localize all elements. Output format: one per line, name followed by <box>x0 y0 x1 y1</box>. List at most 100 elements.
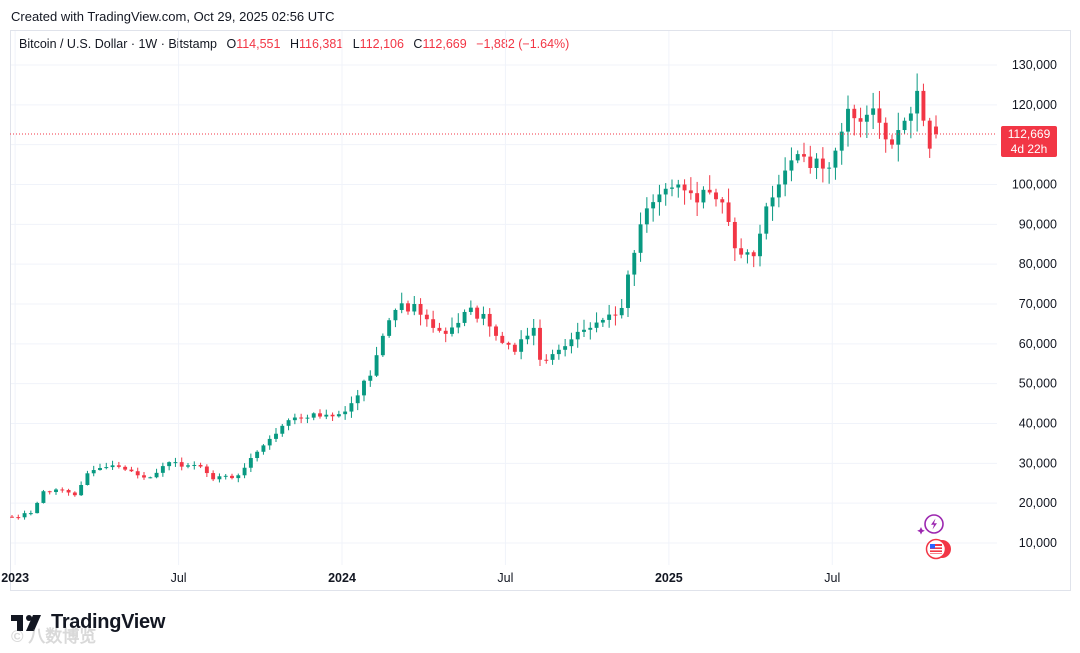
candle-body <box>676 184 681 188</box>
close-value: 112,669 <box>422 37 467 51</box>
candle-body <box>619 307 624 316</box>
candle-body <box>726 202 731 222</box>
candle-body <box>22 513 27 518</box>
candle-body <box>330 414 335 417</box>
candle-body <box>764 206 769 234</box>
y-tick-label: 50,000 <box>1019 377 1057 391</box>
candle-body <box>783 170 788 185</box>
candle-body <box>355 395 360 404</box>
candle-body <box>343 411 348 415</box>
candle-body <box>85 473 90 486</box>
candle-body <box>129 469 134 472</box>
candle-body <box>437 327 442 331</box>
candle-body <box>902 120 907 131</box>
x-tick-label: 2024 <box>328 571 356 585</box>
y-tick-label: 120,000 <box>1012 98 1057 112</box>
candle-body <box>116 465 121 467</box>
candle-body <box>852 108 857 119</box>
candle-body <box>701 189 706 203</box>
candle-body <box>607 314 612 320</box>
y-tick-label: 90,000 <box>1019 217 1057 231</box>
candle-body <box>443 330 448 334</box>
chart-frame <box>10 30 1071 591</box>
candle-body <box>651 202 656 209</box>
candle-body <box>632 252 637 275</box>
candle-body <box>890 139 894 145</box>
candle-body <box>575 331 580 340</box>
candle-body <box>751 252 756 257</box>
low-value: 112,106 <box>359 37 404 51</box>
candle-body <box>79 485 84 496</box>
candle-body <box>695 193 700 203</box>
candle-body <box>54 489 58 493</box>
candle-body <box>544 359 549 361</box>
candle-body <box>531 327 536 336</box>
y-tick-label: 60,000 <box>1019 337 1057 351</box>
candle-body <box>915 90 920 114</box>
candle-body <box>456 322 461 328</box>
symbol-legend: Bitcoin / U.S. Dollar · 1W · Bitstamp O1… <box>19 37 575 51</box>
high-value: 116,381 <box>298 37 344 51</box>
candle-body <box>871 108 876 115</box>
candle-body <box>311 413 316 418</box>
candle-body <box>41 491 46 503</box>
candle-body <box>808 156 813 168</box>
y-tick-label: 20,000 <box>1019 496 1057 510</box>
candle-body <box>657 194 662 203</box>
candle-body <box>28 513 33 515</box>
candle-body <box>688 190 693 194</box>
us-flag-event-icon[interactable] <box>925 538 952 560</box>
candle-body <box>16 517 21 519</box>
candle-body <box>934 126 938 135</box>
candle-body <box>318 413 322 417</box>
candle-body <box>305 417 310 419</box>
lightning-event-icon[interactable] <box>917 514 944 535</box>
candle-body <box>582 329 586 332</box>
candle-body <box>60 489 65 491</box>
watermark-text: © 八数博览 <box>11 627 97 646</box>
candle-body <box>349 403 354 412</box>
candle-body <box>758 233 762 257</box>
high-label: H <box>289 37 299 51</box>
candle-body <box>123 466 128 470</box>
candle-body <box>525 335 530 340</box>
candle-body <box>324 414 329 417</box>
candle-body <box>418 304 423 315</box>
tradingview-logo[interactable]: TradingView <box>11 611 165 634</box>
candle-body <box>487 313 492 327</box>
last-price-value: 112,669 <box>1007 127 1051 141</box>
candle-body <box>494 326 498 336</box>
candle-body <box>242 467 247 476</box>
x-tick-label: 2023 <box>1 571 29 585</box>
candle-body <box>877 108 882 123</box>
candle-body <box>745 252 750 255</box>
candle-body <box>670 187 674 189</box>
candle-body <box>858 118 863 122</box>
candle-body <box>714 192 718 200</box>
tradingview-logo-icon <box>11 614 41 631</box>
candle-body <box>104 467 109 469</box>
candle-body <box>732 221 737 249</box>
candle-body <box>148 477 153 479</box>
candle-body <box>286 420 291 426</box>
candle-body <box>883 122 888 140</box>
symbol-name[interactable]: Bitcoin / U.S. Dollar · 1W · Bitstamp <box>19 37 217 51</box>
last-price-tag: 112,669 4d 22h <box>1001 126 1057 157</box>
chart-caption: Created with TradingView.com, Oct 29, 20… <box>11 9 335 24</box>
candle-body <box>431 319 436 328</box>
candle-body <box>406 303 410 312</box>
candle-body <box>274 433 278 439</box>
candle-body <box>160 466 165 473</box>
candle-body <box>927 120 932 149</box>
time-axis: 2023 Jul 2024 Jul 2025 Jul <box>1 571 840 585</box>
candle-body <box>299 417 304 419</box>
x-tick-label: Jul <box>824 571 840 585</box>
candle-body <box>204 466 209 474</box>
candle-body <box>820 158 825 169</box>
candle-body <box>802 154 806 157</box>
candle-body <box>91 470 96 474</box>
candle-body <box>707 189 712 193</box>
candle-body <box>154 472 159 478</box>
candle-body <box>827 167 832 169</box>
